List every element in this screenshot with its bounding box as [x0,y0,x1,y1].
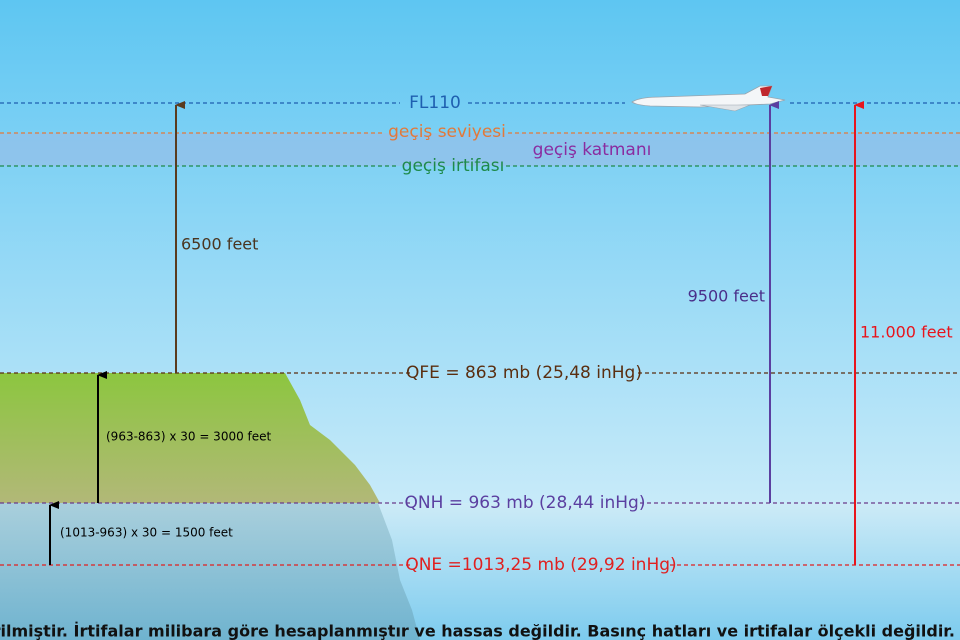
level-label: QNE =1013,25 mb (29,92 inHg) [405,555,676,575]
level-label: FL110 [409,93,461,113]
airplane [631,85,786,112]
level-label: geçiş irtifası [402,156,505,176]
level-label: QFE = 863 mb (25,48 inHg) [406,363,642,383]
level-label: QNH = 963 mb (28,44 inHg) [405,493,646,513]
ground [0,373,380,503]
arrow-label: 11.000 feet [860,323,953,342]
arrow-label: (963-863) x 30 = 3000 feet [106,430,272,444]
transition-band [0,133,960,166]
arrow-label: (1013-963) x 30 = 1500 feet [60,526,233,540]
cliff-underwater [0,503,420,640]
level-lines [0,102,960,566]
level-label: geçiş seviyesi [388,122,506,142]
level-label: geçiş katmanı [533,140,652,160]
arrow-label: 6500 feet [181,235,258,254]
footnote: * QNH ve QFE değerleri örnek olarak veri… [0,622,955,640]
arrow-label: 9500 feet [688,287,765,306]
